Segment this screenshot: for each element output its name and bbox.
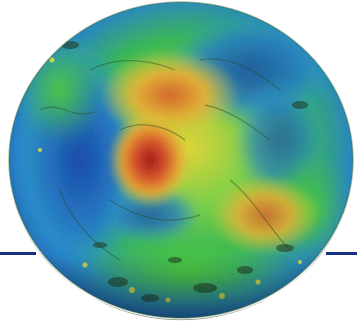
horizontal-rule-right [326, 252, 357, 255]
horizontal-rule-left [0, 252, 36, 255]
